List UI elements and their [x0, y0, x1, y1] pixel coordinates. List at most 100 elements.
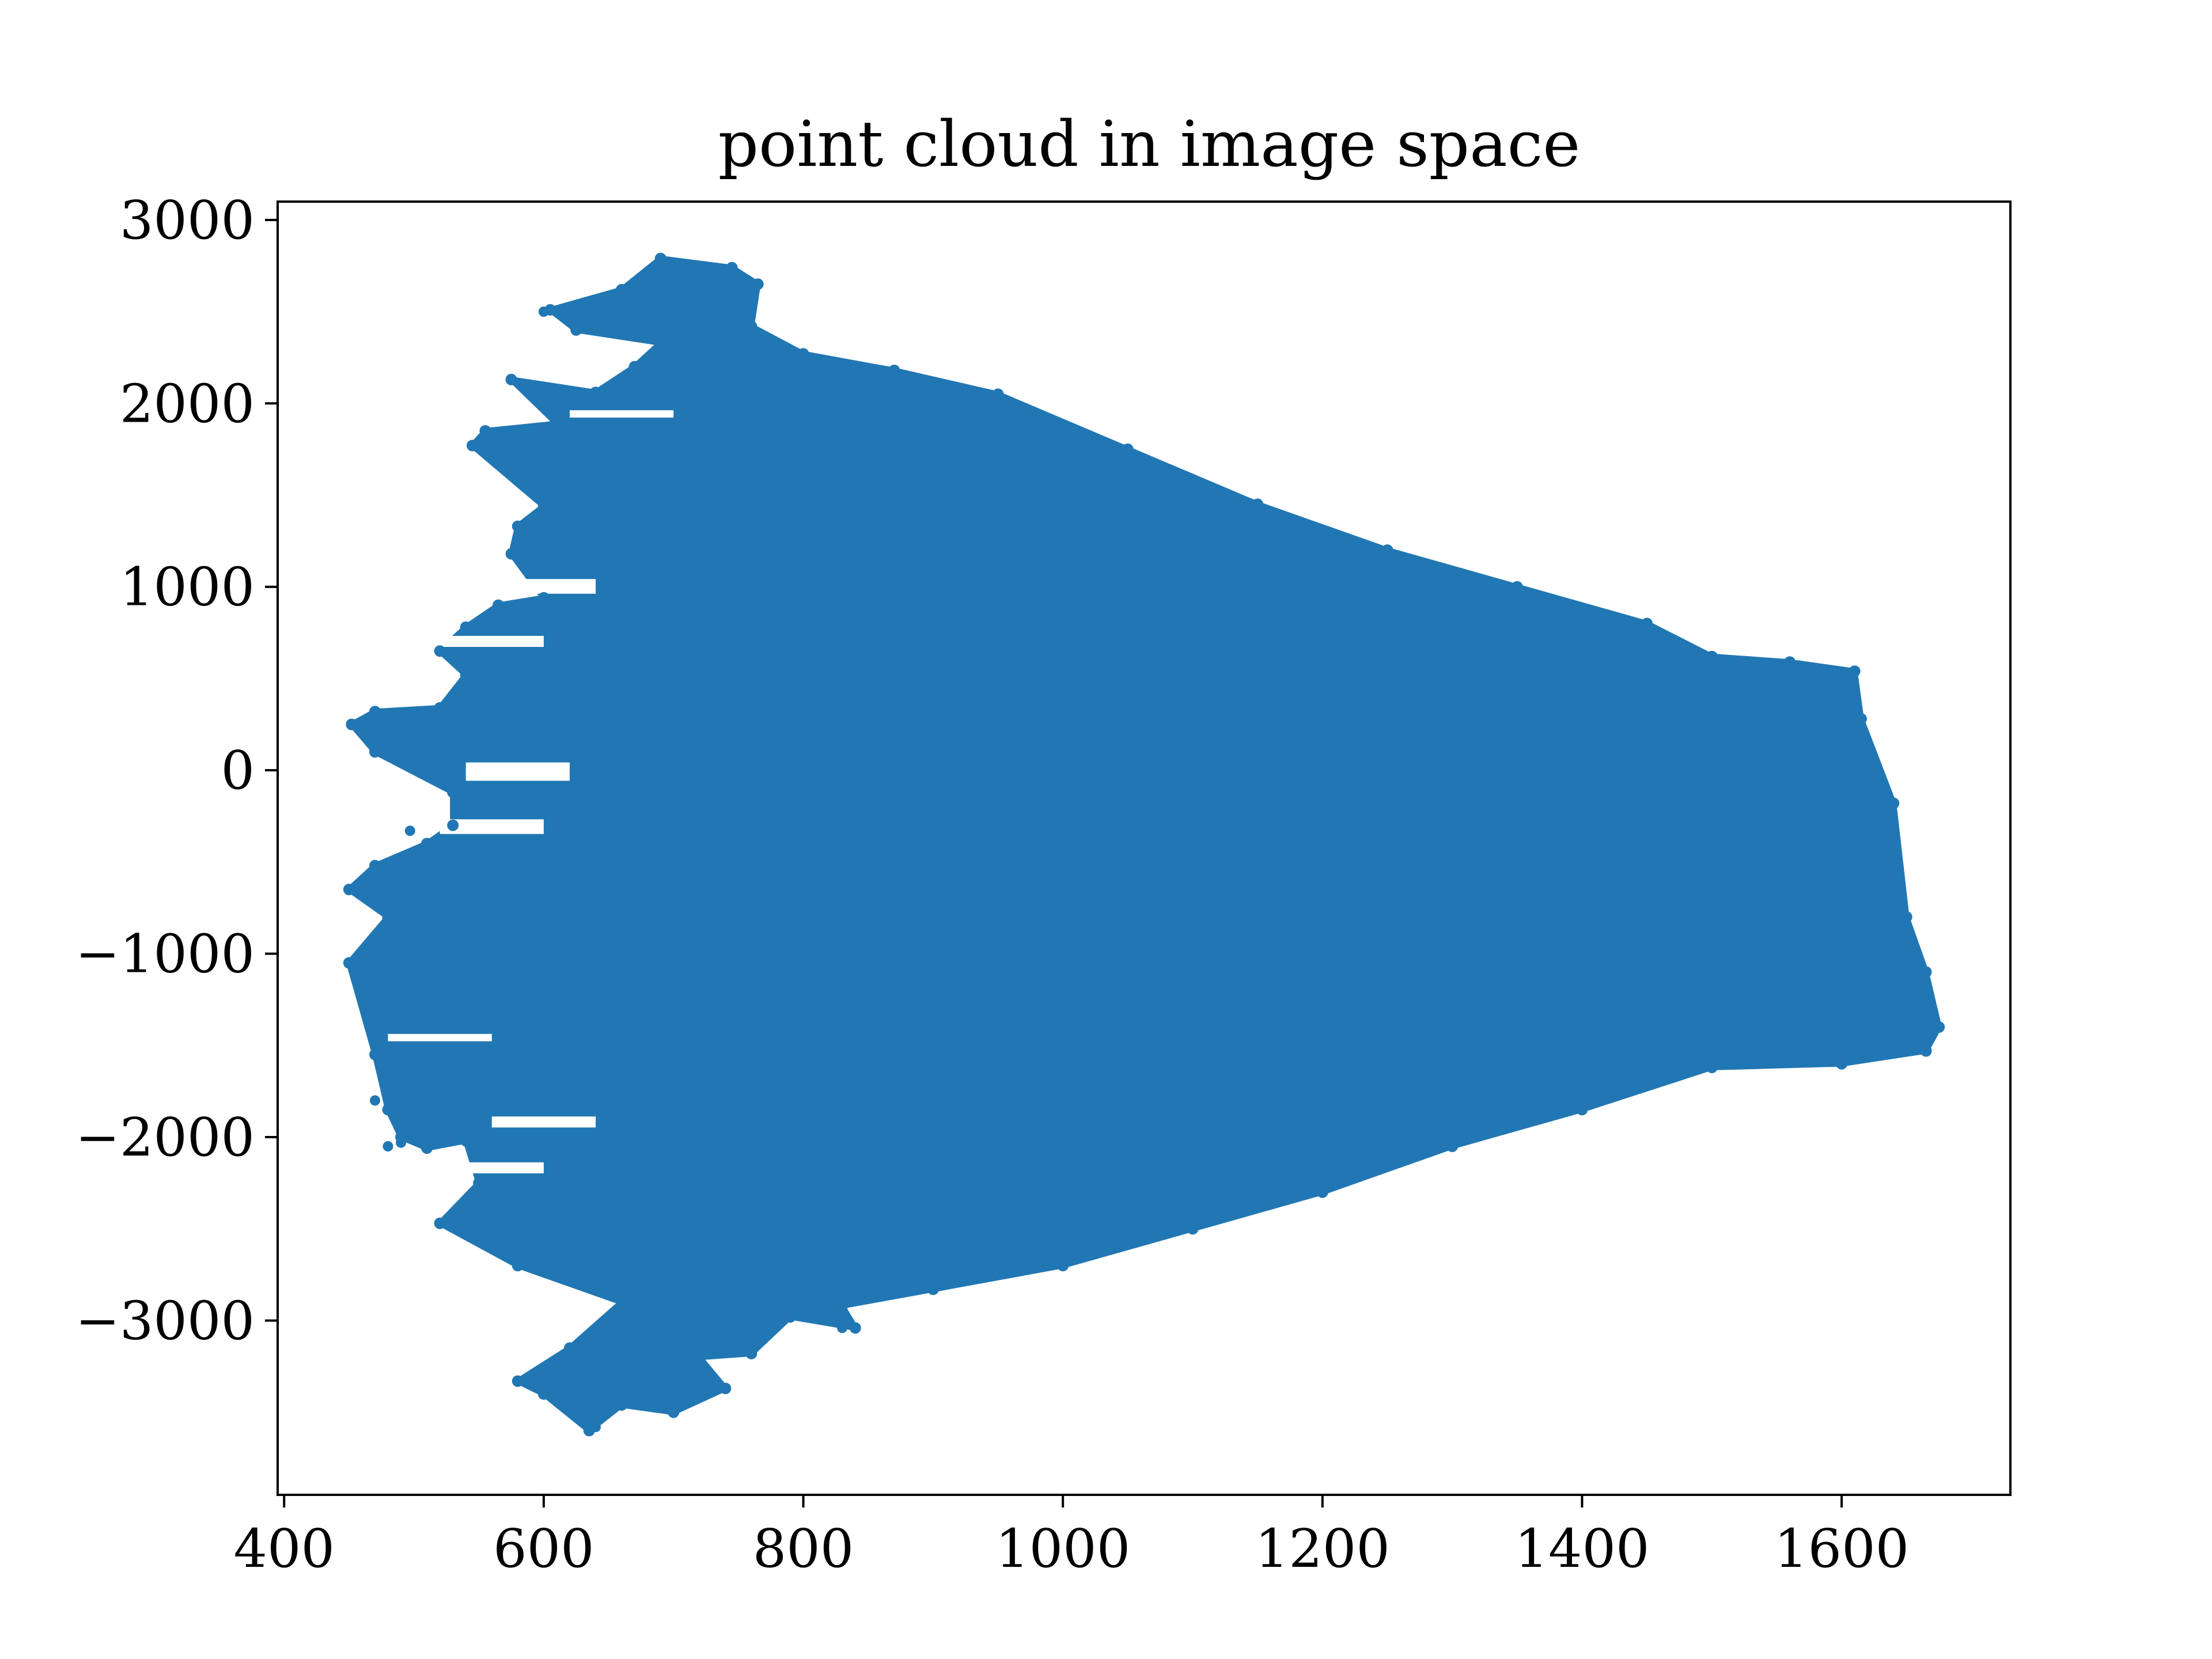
data-point: [369, 706, 381, 718]
data-point: [1252, 498, 1264, 510]
data-point: [434, 645, 446, 657]
data-point: [415, 1134, 426, 1145]
data-point: [460, 1135, 472, 1147]
data-point: [1381, 544, 1393, 556]
data-point: [493, 599, 504, 611]
cloud-gap: [440, 1162, 544, 1173]
data-point: [654, 252, 666, 264]
cloud-gap: [570, 410, 674, 418]
data-point: [726, 262, 738, 274]
data-point: [745, 1347, 757, 1359]
data-point: [369, 1048, 381, 1060]
data-point: [849, 1322, 861, 1334]
data-point: [694, 1351, 706, 1363]
data-point: [1933, 1021, 1945, 1033]
point-cloud-body: [346, 255, 1942, 1434]
plot-area: [343, 252, 1945, 1437]
data-point: [668, 1406, 680, 1418]
data-point: [1855, 713, 1867, 725]
data-point: [422, 1067, 433, 1078]
data-point: [927, 1283, 939, 1296]
data-point: [554, 304, 565, 315]
y-tick-label: 2000: [120, 373, 255, 434]
data-point: [719, 1382, 732, 1395]
data-point: [583, 1425, 595, 1437]
y-tick-label: −2000: [75, 1107, 255, 1168]
data-point: [1122, 443, 1134, 455]
data-point: [1849, 665, 1861, 677]
data-point: [837, 1323, 848, 1334]
cloud-gap: [491, 1116, 596, 1128]
data-point: [537, 592, 550, 604]
axes-frame: [276, 200, 2012, 1496]
data-point: [396, 1080, 407, 1091]
data-point: [343, 957, 355, 969]
data-point: [564, 1342, 575, 1354]
data-point: [1446, 1141, 1459, 1152]
data-point: [369, 746, 381, 758]
data-point: [616, 283, 628, 296]
data-point: [537, 500, 550, 512]
data-point: [1900, 911, 1912, 923]
cloud-gap: [388, 1033, 492, 1041]
y-tick-label: −1000: [75, 923, 255, 985]
data-point: [1576, 1104, 1588, 1116]
y-tick-label: 1000: [120, 556, 255, 618]
data-point: [505, 548, 517, 560]
data-point: [752, 278, 764, 290]
data-point: [1511, 581, 1523, 593]
y-tick-label: 0: [221, 740, 255, 801]
data-point: [447, 819, 459, 831]
data-point: [1706, 1062, 1718, 1073]
data-point: [343, 884, 355, 896]
data-point: [434, 702, 446, 714]
data-point: [1187, 1223, 1199, 1235]
data-point: [628, 361, 641, 373]
x-tick-label: 600: [493, 1518, 594, 1580]
data-point: [467, 440, 478, 452]
data-point: [382, 1104, 394, 1116]
data-point: [551, 418, 563, 430]
data-point: [434, 1217, 446, 1229]
x-tick-label: 1200: [1255, 1518, 1390, 1580]
cloud-gap: [491, 579, 596, 594]
x-axis: 400 600 800 1000 1200 1400 1600: [233, 1495, 1909, 1580]
data-point: [654, 337, 666, 349]
data-point: [421, 1142, 433, 1154]
data-point: [590, 387, 601, 399]
x-tick-label: 800: [753, 1518, 854, 1580]
data-point: [421, 838, 433, 850]
data-point: [1920, 1045, 1932, 1057]
data-point: [346, 718, 358, 730]
data-point: [1836, 1058, 1848, 1070]
data-point: [460, 669, 472, 681]
data-point: [382, 911, 394, 923]
data-point: [616, 1399, 628, 1411]
x-tick-label: 1000: [995, 1518, 1130, 1580]
y-tick-label: −3000: [75, 1290, 255, 1351]
y-axis: 3000 2000 1000 0 −1000 −2000 −3000: [75, 190, 278, 1351]
data-point: [395, 1131, 407, 1143]
data-point: [570, 324, 582, 336]
data-point: [512, 1375, 524, 1387]
data-point: [797, 348, 809, 360]
data-point: [1784, 656, 1796, 668]
data-point: [512, 520, 524, 532]
data-point: [370, 1095, 380, 1106]
x-tick-label: 400: [233, 1518, 335, 1580]
data-point: [836, 1300, 849, 1312]
data-point: [369, 859, 381, 872]
data-point: [382, 1141, 393, 1152]
data-point: [1057, 1260, 1069, 1271]
data-point: [544, 304, 556, 316]
data-point: [1706, 650, 1718, 662]
data-point: [1316, 1186, 1328, 1198]
data-point: [1920, 966, 1932, 978]
data-point: [460, 621, 472, 633]
data-point: [668, 1315, 679, 1326]
data-point: [479, 425, 491, 437]
data-point: [370, 1003, 380, 1014]
data-point: [1641, 618, 1653, 630]
data-point: [537, 1388, 550, 1400]
